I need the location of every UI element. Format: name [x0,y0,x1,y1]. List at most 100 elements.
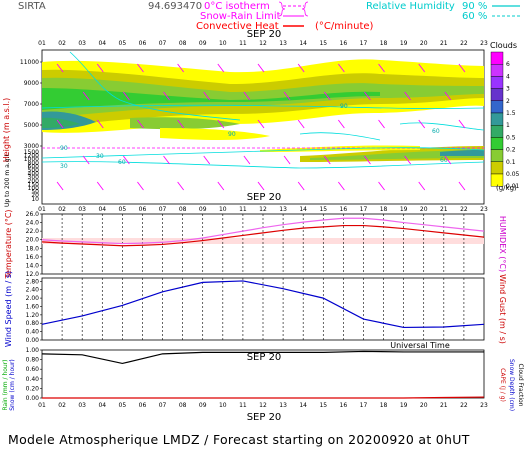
iso-label: 0°C isotherm [204,1,270,12]
wind-barb [418,63,426,73]
panel3-series [41,280,485,329]
wind-barb [203,155,211,165]
hour-tick-label: 01 [38,40,46,47]
rh-contour-label: 90 [60,145,68,152]
hour-tick-label: 03 [78,402,86,409]
y-tick-label: 26.0 [26,211,40,218]
date-label-3: SEP 20 [247,352,282,363]
wind-barb [217,181,225,191]
hour-tick-label: 19 [400,40,408,47]
wind-barb [338,119,345,129]
wind-barb [323,91,331,101]
legend-level-label: 3 [506,86,510,93]
wind-barb [418,119,426,129]
wind-barb [96,63,104,73]
hour-tick-label: 17 [360,402,368,409]
y-tick-label: 1.60 [26,303,40,310]
panel1-hour-labels: 01 02 03 04 05 06 07 08 09 10 11 12 13 14 15 16 17 18 19 20… [38,40,488,47]
hour-tick-label: 09 [199,402,207,409]
y-tick-label: 7000 [24,101,39,108]
y-tick-label: 200 [28,178,40,185]
panel2-ylabel-right: HUMIDEX (°C) [498,216,507,272]
hour-tick-label: 04 [98,402,106,409]
wind-barb [56,181,64,191]
panel1-ylabel2: Up to 200 m a.g.l. [4,153,11,207]
hour-tick-label: 11 [239,402,247,409]
panel2-ylabel: Temperature (°C) [4,209,13,279]
snow-label: Snow-Rain Limit [200,11,281,22]
wind-barb [82,91,90,101]
panel-wind: 2.80 2.402.001.60 1.200.80 0.400.00 [26,277,485,344]
y-tick-label: 0.80 [26,320,40,327]
y-tick-label: 0.60 [26,366,40,373]
y-tick-label: 1000 [24,156,39,163]
rh-label: Relative Humidity [366,1,455,12]
hour-tick-label: 21 [440,40,448,47]
legend-swatch [490,149,504,163]
y-tick-label: 14.0 [26,262,40,269]
panel2-ticks: 26.0 24.022.0 20.018.0 16.014.0 12.0 [26,211,42,278]
y-tick-label: 600 [28,163,40,170]
y-tick-label: 12.0 [26,271,40,278]
wind-barb [257,119,265,129]
series-line [41,350,484,365]
hour-tick-label: 23 [480,40,488,47]
wind-barb [123,155,130,165]
hour-tick-label: 18 [380,402,388,409]
cloud-legend-unit: (g/kg) [496,184,517,192]
date-label: SEP 20 [247,29,282,40]
legend-level-label: 1.5 [506,110,516,117]
conv-unit: (°C/minute) [315,21,374,32]
hour-tick-label: 14 [299,206,307,213]
wind-barb [123,91,130,101]
wind-barb [338,63,345,73]
hour-tick-label: 04 [98,40,106,47]
y-tick-label: 1500 [24,149,39,156]
panel2-series [41,217,485,247]
wind-barb [243,155,251,165]
hour-tick-label: 13 [279,40,287,47]
hour-tick-label: 02 [58,402,66,409]
hour-tick-label: 16 [340,40,348,47]
y-tick-label: 20 [31,192,39,199]
hour-tick-label: 07 [159,40,167,47]
wind-barb [56,63,64,73]
legend-level-label: 1 [506,122,510,129]
footer-text: Modele Atmospherique LMDZ / Forecast sta… [8,432,470,447]
panel1-ylabel: Height (m a.s.l.) [2,98,11,163]
hour-tick-label: 17 [360,206,368,213]
panel1-ticks: 1100090007000500030001500120010008006005… [20,59,42,203]
cloud-legend-bar: 6 4 3 2 1.5 1 0.5 0.2 0.1 0.05 0.01 [490,51,520,190]
panel3-ylabel: Wind Speed (m / s) [4,271,13,347]
conv-label: Convective Heat [196,21,279,32]
hour-tick-label: 10 [219,402,227,409]
y-tick-label: 2.40 [26,287,40,294]
series-line [41,280,485,329]
y-tick-label: 800 [28,160,40,167]
hour-tick-label: 12 [259,40,267,47]
y-tick-label: 50 [31,189,39,196]
panel4-ylabel-right2: Snow Depth (cm) [508,359,515,411]
wind-barb [297,63,305,73]
wind-barb [404,155,411,165]
wind-barb [458,63,466,73]
legend-level-label: 0.05 [506,171,520,178]
hour-tick-label: 11 [239,206,247,213]
y-tick-label: 0.00 [26,337,40,344]
hour-tick-label: 23 [480,206,488,213]
y-tick-label: 500 [28,167,40,174]
wind-barb [257,181,265,191]
hour-tick-label: 14 [299,40,307,47]
hour-tick-label: 05 [119,206,127,213]
hour-tick-label: 20 [420,40,428,47]
rh-contour-label: 60 [118,159,126,166]
cloud-legend: Clouds 6 4 3 2 1.5 1 0.5 0.2 0.1 0.05 0.01 (g/kg) [490,41,520,192]
hour-tick-label: 02 [58,206,66,213]
hour-tick-label: 16 [340,206,348,213]
hour-tick-label: 17 [360,40,368,47]
panel4-hour-labels: 01 02 03 04 05 06 07 08 09 10 11 12 13 14 15 16 17 18 19 20… [38,402,488,409]
hour-tick-label: 18 [380,40,388,47]
y-tick-label: 5000 [24,122,39,129]
hour-tick-label: 08 [179,206,187,213]
